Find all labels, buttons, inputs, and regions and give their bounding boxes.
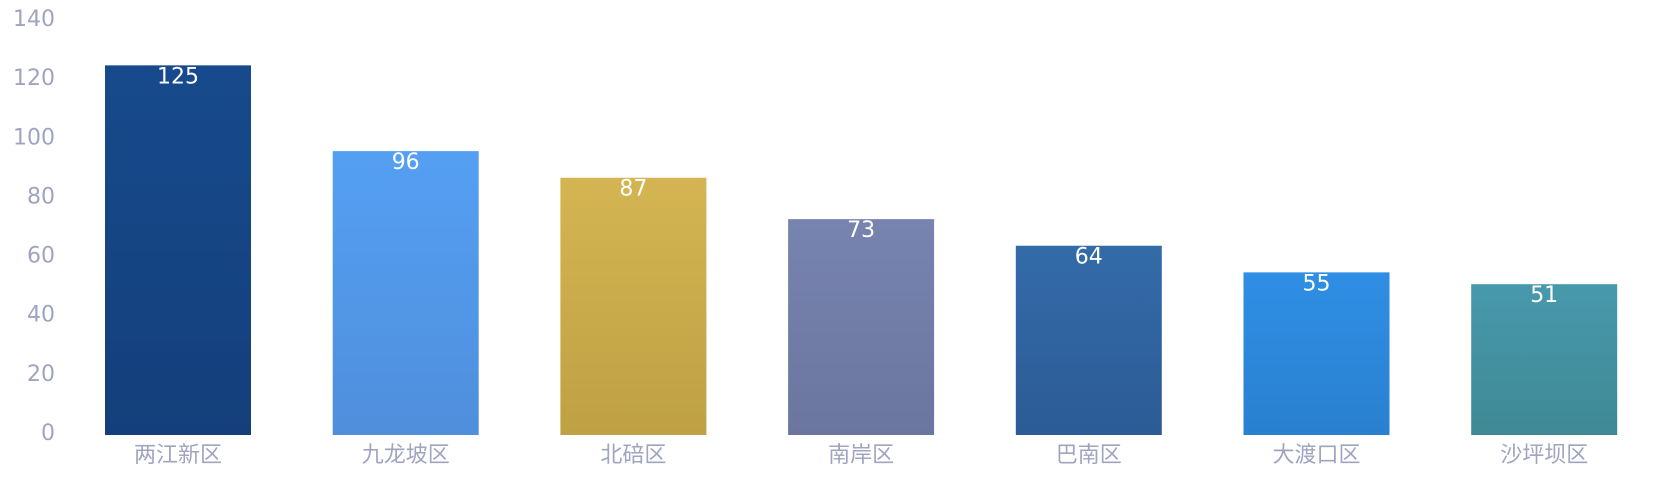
- bar[interactable]: [105, 65, 251, 435]
- bars: 125 96 87 73 64 55 51: [105, 64, 1618, 435]
- y-axis: 0 20 40 60 80 100 120 140: [13, 7, 55, 446]
- x-tick-label: 巴南区: [1056, 443, 1122, 468]
- x-tick-label: 两江新区: [134, 443, 222, 468]
- x-tick-label: 沙坪坝区: [1500, 443, 1588, 468]
- x-tick-label: 北碚区: [600, 443, 666, 468]
- x-tick-label: 大渡口区: [1272, 443, 1360, 468]
- data-label: 96: [392, 150, 420, 175]
- data-label: 55: [1303, 271, 1331, 296]
- y-tick-label: 140: [13, 7, 55, 32]
- y-tick-label: 60: [27, 244, 55, 269]
- y-tick-label: 40: [27, 303, 55, 328]
- x-tick-label: 九龙坡区: [362, 443, 450, 468]
- y-tick-label: 0: [41, 421, 55, 446]
- y-tick-label: 20: [27, 362, 55, 387]
- data-label: 87: [619, 177, 647, 202]
- bar[interactable]: [1243, 272, 1390, 435]
- y-tick-label: 80: [27, 184, 55, 209]
- data-label: 51: [1530, 283, 1558, 308]
- data-label: 64: [1075, 245, 1103, 270]
- bar[interactable]: [1471, 284, 1618, 435]
- data-label: 125: [157, 64, 199, 89]
- bar[interactable]: [332, 151, 479, 435]
- bar[interactable]: [1015, 245, 1162, 435]
- data-label: 73: [847, 218, 875, 243]
- x-axis: 两江新区 九龙坡区 北碚区 南岸区 巴南区 大渡口区 沙坪坝区: [134, 443, 1588, 468]
- y-tick-label: 120: [13, 66, 55, 91]
- bar[interactable]: [788, 219, 935, 435]
- y-tick-label: 100: [13, 125, 55, 150]
- bar[interactable]: [560, 177, 707, 435]
- x-tick-label: 南岸区: [828, 443, 894, 468]
